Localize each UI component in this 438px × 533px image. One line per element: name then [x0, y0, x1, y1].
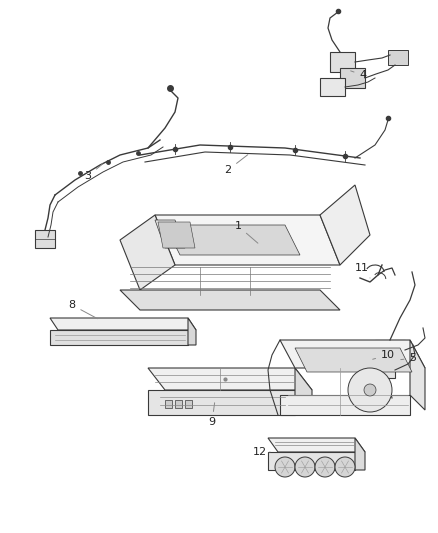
- Polygon shape: [280, 395, 410, 415]
- Polygon shape: [295, 368, 312, 415]
- Polygon shape: [148, 390, 295, 415]
- Text: 8: 8: [68, 300, 98, 319]
- Polygon shape: [268, 452, 355, 470]
- Circle shape: [335, 457, 355, 477]
- Polygon shape: [410, 340, 425, 410]
- Polygon shape: [280, 340, 425, 368]
- Polygon shape: [158, 222, 195, 248]
- Text: 5: 5: [401, 353, 417, 363]
- Polygon shape: [120, 215, 175, 290]
- Polygon shape: [340, 68, 365, 88]
- Circle shape: [275, 457, 295, 477]
- Polygon shape: [165, 225, 300, 255]
- Circle shape: [364, 384, 376, 396]
- Circle shape: [348, 368, 392, 412]
- Polygon shape: [50, 330, 188, 345]
- Polygon shape: [185, 400, 192, 408]
- Text: 12: 12: [253, 447, 270, 457]
- Polygon shape: [295, 348, 412, 372]
- Polygon shape: [320, 185, 370, 265]
- Polygon shape: [35, 230, 55, 248]
- Polygon shape: [355, 438, 365, 470]
- Polygon shape: [148, 368, 312, 390]
- Polygon shape: [268, 438, 365, 452]
- Polygon shape: [320, 78, 345, 96]
- Polygon shape: [388, 50, 408, 65]
- Polygon shape: [175, 400, 182, 408]
- Polygon shape: [155, 215, 340, 265]
- Circle shape: [295, 457, 315, 477]
- Text: 4: 4: [351, 70, 367, 80]
- Text: 1: 1: [234, 221, 258, 243]
- Polygon shape: [155, 220, 185, 248]
- Polygon shape: [368, 360, 395, 378]
- Text: 9: 9: [208, 403, 215, 427]
- Polygon shape: [375, 340, 405, 360]
- Polygon shape: [165, 400, 172, 408]
- Polygon shape: [330, 52, 355, 72]
- Text: 11: 11: [355, 263, 370, 278]
- Polygon shape: [188, 318, 196, 345]
- Polygon shape: [50, 318, 196, 330]
- Text: 3: 3: [85, 164, 103, 181]
- Text: 10: 10: [373, 350, 395, 360]
- Text: 2: 2: [224, 155, 248, 175]
- Polygon shape: [120, 290, 340, 310]
- Circle shape: [315, 457, 335, 477]
